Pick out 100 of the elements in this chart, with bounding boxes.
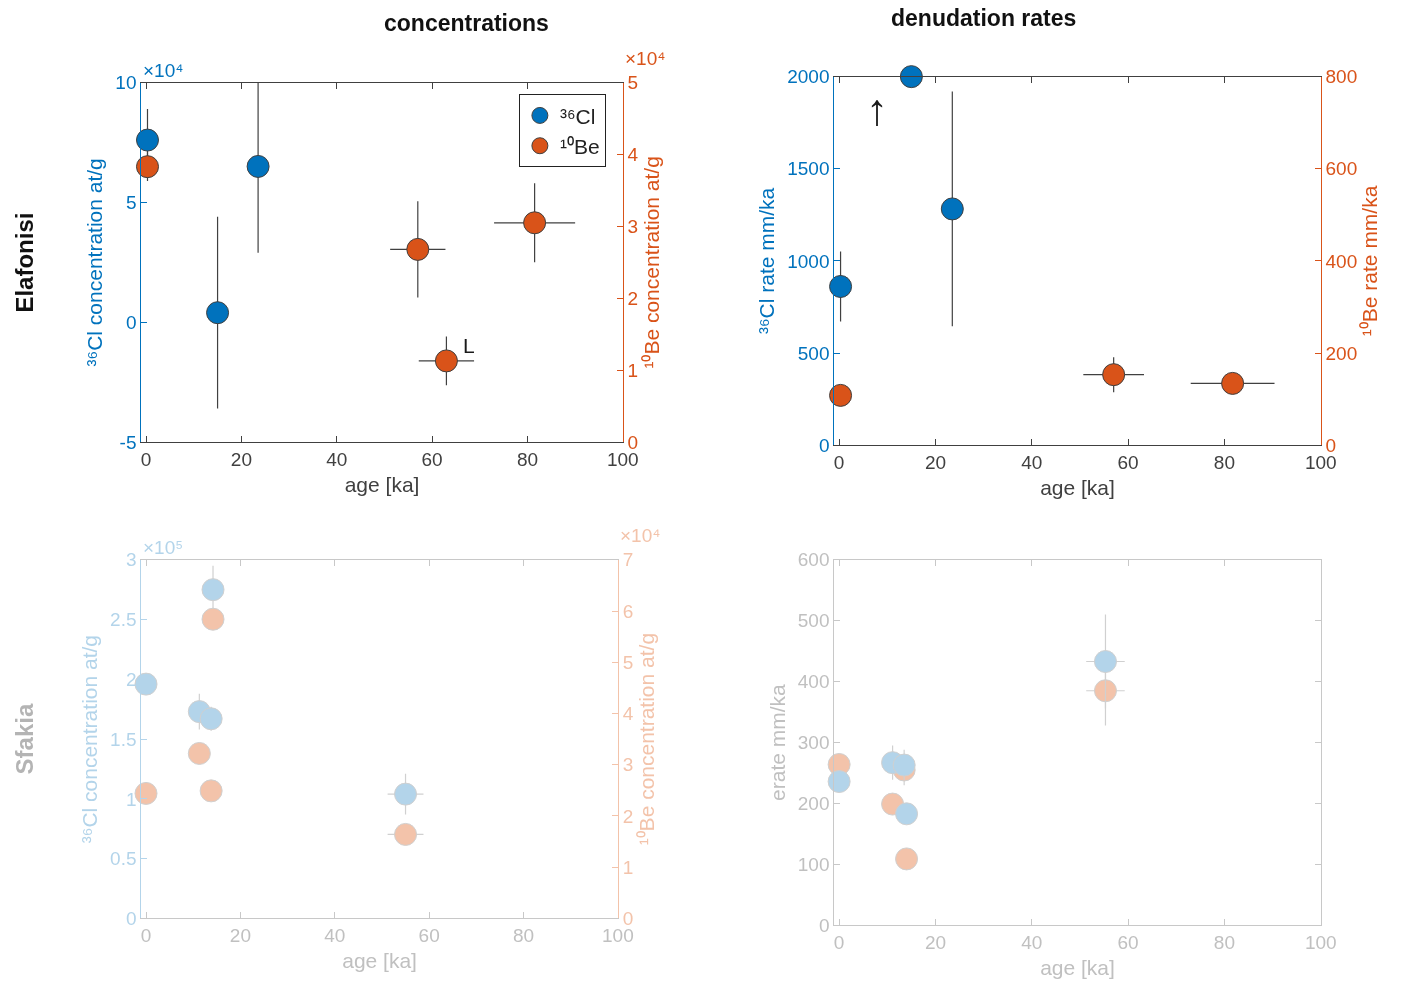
- point: [406, 237, 430, 261]
- x-tick-label: 0: [833, 932, 845, 954]
- y2-axis-title: ¹⁰Be rate mm/ka: [1358, 185, 1382, 337]
- y2-tick-label: 1: [627, 359, 639, 381]
- x-tick-label: 60: [418, 925, 440, 947]
- x-axis-title: age [ka]: [1040, 956, 1115, 980]
- x-tick-label: 40: [1021, 451, 1043, 473]
- y2-tick-label: 2: [622, 805, 634, 827]
- y2-tick-label: 6: [622, 600, 634, 622]
- y-tick-label: 0: [818, 434, 830, 456]
- y-tick-label: 2.5: [110, 609, 137, 631]
- x-tick-label: 20: [924, 451, 947, 473]
- x-tick-label: 80: [512, 925, 535, 947]
- y2-tick-label: 5: [622, 651, 634, 673]
- point: [434, 349, 458, 373]
- y-axis-title: ³⁶Cl concentration at/g: [83, 158, 107, 367]
- annotation: L: [463, 334, 475, 357]
- point: [1093, 679, 1117, 703]
- y-tick-label: 1500: [787, 158, 830, 180]
- y2-tick-label: 3: [627, 216, 639, 238]
- y-tick-label: 1000: [787, 250, 830, 272]
- point: [199, 707, 223, 731]
- y2-axis-title: ¹⁰Be concentration at/g: [634, 632, 658, 846]
- y2-tick-label: 800: [1325, 66, 1358, 88]
- legend-label: ³⁶Cl: [559, 104, 596, 128]
- text: Elafonisi: [10, 212, 38, 313]
- y-axis-title: ³⁶Cl rate mm/ka: [755, 187, 779, 335]
- y2-tick-label: 4: [622, 703, 634, 725]
- x-tick-label: 0: [140, 448, 152, 470]
- y2-tick-label: 600: [1325, 158, 1358, 180]
- y-tick-label: 200: [797, 793, 830, 815]
- point: [206, 301, 230, 325]
- point: [523, 211, 547, 235]
- y2-tick-label: 400: [1325, 250, 1358, 272]
- point: [895, 802, 919, 826]
- y2-tick-label: 5: [627, 72, 639, 94]
- y-tick-label: 2000: [787, 66, 830, 88]
- point: [246, 154, 270, 178]
- x-tick-label: 0: [833, 451, 845, 473]
- y-tick-label: 100: [797, 854, 830, 876]
- y2-tick-label: 3: [622, 754, 634, 776]
- y-axis-title: ³⁶Cl concentration at/g: [78, 634, 102, 844]
- y2-tick-label: 7: [622, 549, 634, 571]
- text: ×10⁴: [620, 525, 661, 546]
- point: [1093, 650, 1117, 674]
- y2-tick-label: 200: [1325, 342, 1358, 364]
- y2-tick-label: 2: [627, 287, 639, 309]
- y-tick-label: 500: [797, 610, 830, 632]
- y-tick-label: 10: [115, 72, 137, 94]
- y2-axis-title: ¹⁰Be concentration at/g: [639, 156, 663, 369]
- y-tick-label: 500: [797, 342, 830, 364]
- legend-label: ¹⁰Be: [559, 134, 600, 158]
- point: [394, 822, 418, 846]
- x-tick-label: 60: [421, 448, 443, 470]
- x-tick-label: 0: [140, 925, 152, 947]
- y-tick-label: 5: [125, 192, 137, 214]
- x-tick-label: 20: [924, 932, 947, 954]
- y-tick-label: 3: [125, 549, 137, 571]
- x-tick-label: 20: [229, 925, 251, 947]
- x-axis-title: age [ka]: [342, 949, 417, 973]
- x-tick-label: 60: [1117, 932, 1139, 954]
- point: [201, 578, 225, 602]
- x-tick-label: 40: [326, 448, 348, 470]
- y2-tick-label: 1: [622, 856, 634, 878]
- x-tick-label: 40: [324, 925, 346, 947]
- y-tick-label: 300: [797, 732, 830, 754]
- y-tick-label: 1: [125, 788, 137, 810]
- point: [895, 847, 919, 871]
- point: [187, 741, 211, 765]
- point: [394, 782, 418, 806]
- x-tick-label: 60: [1117, 451, 1139, 473]
- y-tick-label: 1.5: [110, 728, 137, 750]
- y-tick-label: 0: [125, 311, 137, 333]
- point: [940, 197, 964, 221]
- x-tick-label: 40: [1021, 932, 1043, 954]
- y-tick-label: 600: [797, 549, 830, 571]
- point: [134, 672, 158, 696]
- point: [134, 781, 158, 805]
- text: Sfakia: [11, 703, 39, 775]
- x-axis-title: age [ka]: [344, 473, 420, 497]
- x-tick-label: 80: [516, 448, 539, 470]
- x-tick-label: 80: [1213, 451, 1235, 473]
- text: ×10⁴: [143, 60, 184, 81]
- y-tick-label: 2: [125, 668, 137, 690]
- x-tick-label: 80: [1213, 932, 1235, 954]
- y-tick-label: -5: [119, 431, 137, 453]
- y-tick-label: 0.5: [110, 848, 137, 870]
- y-axis-title: erate mm/ka: [765, 683, 789, 801]
- text: ×10⁵: [143, 537, 184, 558]
- chart-title: denudation rates: [891, 5, 1077, 31]
- x-axis-title: age [ka]: [1040, 476, 1115, 500]
- point: [136, 155, 159, 179]
- point: [201, 607, 225, 631]
- y2-tick-label: 4: [627, 144, 639, 166]
- chart-title: concentrations: [384, 10, 549, 36]
- y-tick-label: 0: [125, 908, 137, 930]
- point: [136, 128, 159, 152]
- y-tick-label: 400: [797, 671, 830, 693]
- point: [899, 65, 923, 89]
- point: [827, 770, 851, 794]
